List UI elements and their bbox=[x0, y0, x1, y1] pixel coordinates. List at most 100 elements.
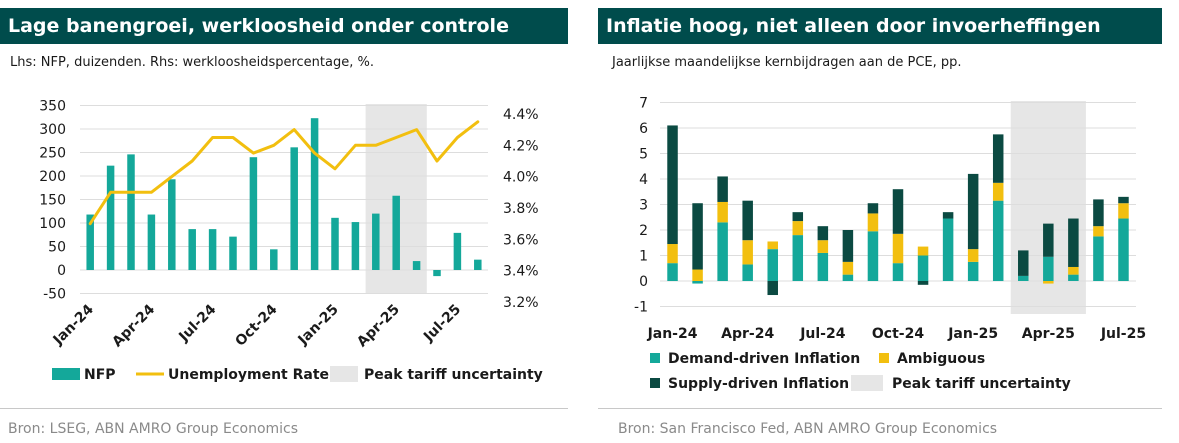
nfp-bar-sep-24 bbox=[249, 157, 258, 270]
nfp-bar-mar-24 bbox=[127, 154, 135, 270]
demand-driven-inflation-segment-aug-24 bbox=[842, 274, 854, 281]
demand-driven-inflation-segment-feb-24 bbox=[692, 281, 703, 284]
x-tick-label: Jan-25 bbox=[295, 302, 342, 349]
supply-driven-inflation-segment-oct-24 bbox=[892, 189, 904, 234]
y-tick-label: 5 bbox=[639, 147, 648, 163]
supply-driven-inflation-segment-mar-24 bbox=[717, 176, 728, 202]
y-tick-label: 2 bbox=[639, 223, 648, 239]
x-tick-label: Oct-24 bbox=[232, 301, 280, 349]
demand-driven-inflation-segment-jan-24 bbox=[667, 263, 678, 281]
demand-driven-inflation-segment-apr-24 bbox=[742, 264, 753, 281]
y-tick-label: 1 bbox=[639, 249, 648, 265]
y-tick-label: 0 bbox=[639, 274, 648, 290]
legend-label-peak-tariff: Peak tariff uncertainty bbox=[892, 376, 1071, 392]
x-tick-label: Jan-24 bbox=[647, 326, 698, 342]
demand-driven-inflation-segment-jul-24 bbox=[817, 252, 829, 281]
x-tick-label: Jan-24 bbox=[50, 301, 97, 348]
demand-driven-inflation-segment-jan-25 bbox=[967, 261, 979, 281]
supply-driven-inflation-segment-feb-25 bbox=[992, 134, 1004, 183]
supply-driven-inflation-segment-jun-24 bbox=[792, 212, 804, 222]
legend-label-unemployment-rate: Unemployment Rate bbox=[168, 367, 329, 383]
ambiguous-segment-jun-25 bbox=[1093, 226, 1104, 237]
legend-label-supply: Supply-driven Inflation bbox=[668, 376, 849, 392]
nfp-bar-feb-24 bbox=[106, 165, 115, 270]
supply-driven-inflation-segment-may-25 bbox=[1068, 218, 1079, 267]
nfp-bar-aug-25 bbox=[474, 259, 482, 270]
ambiguous-segment-aug-24 bbox=[842, 261, 854, 275]
legend-swatch-ambiguous bbox=[879, 353, 889, 363]
nfp-bar-jan-24 bbox=[86, 214, 94, 270]
left-source-note: Bron: LSEG, ABN AMRO Group Economics bbox=[8, 421, 299, 437]
supply-driven-inflation-segment-jan-24 bbox=[667, 125, 678, 245]
demand-driven-inflation-segment-may-24 bbox=[767, 249, 778, 281]
y-tick-label-left: 250 bbox=[39, 146, 66, 162]
y-tick-label-left: -50 bbox=[43, 287, 66, 303]
ambiguous-segment-apr-24 bbox=[742, 240, 753, 265]
y-tick-label-left: 50 bbox=[48, 240, 66, 256]
right-source-divider bbox=[598, 408, 1162, 409]
demand-driven-inflation-segment-nov-24 bbox=[917, 255, 929, 281]
demand-driven-inflation-segment-mar-25 bbox=[1018, 275, 1029, 281]
right-chart-plot: 7 6 5 4 3 2 1 0 -1 Jan-24 Apr-24 Jul-24 Oct-24 Jan-25… bbox=[634, 96, 1146, 393]
supply-driven-inflation-segment-jan-25 bbox=[967, 173, 979, 250]
right-chart-panel: Inflatie hoog, niet alleen door invoerhe… bbox=[598, 8, 1162, 437]
x-tick-label: Apr-24 bbox=[721, 326, 774, 342]
right-chart-title: Inflatie hoog, niet alleen door invoerhe… bbox=[598, 8, 1162, 44]
ambiguous-segment-feb-25 bbox=[992, 182, 1004, 201]
supply-driven-inflation-segment-dec-24 bbox=[942, 212, 954, 219]
ambiguous-segment-mar-24 bbox=[717, 201, 728, 223]
left-chart-panel: Lage banengroei, werkloosheid onder cont… bbox=[0, 8, 568, 437]
demand-driven-inflation-segment-oct-24 bbox=[892, 263, 904, 281]
left-chart-subtitle: Lhs: NFP, duizenden. Rhs: werkloosheidsp… bbox=[10, 55, 374, 70]
nfp-bar-jun-25 bbox=[433, 270, 441, 277]
y-tick-label-left: 0 bbox=[57, 263, 66, 279]
supply-driven-inflation-segment-sep-24 bbox=[867, 203, 879, 214]
nfp-bar-apr-25 bbox=[392, 195, 400, 270]
supply-driven-inflation-segment-mar-25 bbox=[1018, 250, 1029, 276]
legend-swatch-nfp bbox=[52, 368, 80, 380]
legend-swatch-peak-tariff bbox=[330, 366, 358, 382]
ambiguous-segment-nov-24 bbox=[917, 246, 929, 256]
nfp-bar-feb-25 bbox=[351, 222, 360, 270]
y-tick-label-right: 3.8% bbox=[503, 201, 539, 217]
demand-driven-inflation-segment-jul-25 bbox=[1118, 218, 1129, 281]
y-tick-label: 6 bbox=[639, 121, 648, 137]
ambiguous-segment-apr-25 bbox=[1043, 281, 1054, 284]
nfp-bar-may-25 bbox=[412, 261, 421, 270]
x-tick-label: Jan-25 bbox=[947, 326, 998, 342]
nfp-bar-mar-25 bbox=[372, 213, 380, 270]
left-source-divider bbox=[0, 408, 568, 409]
y-tick-label-left: 350 bbox=[39, 99, 66, 115]
nfp-bar-jul-25 bbox=[453, 232, 462, 270]
supply-driven-inflation-segment-apr-25 bbox=[1043, 223, 1054, 257]
nfp-bar-may-24 bbox=[168, 179, 176, 270]
ambiguous-segment-may-25 bbox=[1068, 266, 1079, 275]
ambiguous-segment-jul-25 bbox=[1118, 203, 1129, 219]
unemployment-rate-line bbox=[88, 120, 480, 226]
supply-driven-inflation-segment-feb-24 bbox=[692, 203, 703, 270]
ambiguous-segment-oct-24 bbox=[892, 233, 904, 264]
x-tick-label: Jul-25 bbox=[420, 302, 464, 346]
demand-driven-inflation-segment-apr-25 bbox=[1043, 256, 1054, 281]
nfp-bar-aug-24 bbox=[229, 236, 237, 270]
x-tick-label: Jul-24 bbox=[175, 301, 219, 345]
demand-driven-inflation-segment-jun-25 bbox=[1093, 236, 1104, 281]
nfp-bar-jul-24 bbox=[208, 229, 217, 270]
demand-driven-inflation-segment-mar-24 bbox=[717, 222, 728, 281]
nfp-bar-oct-24 bbox=[270, 249, 278, 270]
supply-driven-inflation-segment-apr-24 bbox=[742, 200, 753, 241]
demand-driven-inflation-segment-sep-24 bbox=[867, 231, 879, 281]
supply-driven-inflation-segment-nov-24 bbox=[917, 281, 929, 285]
nfp-bar-dec-24 bbox=[310, 118, 319, 270]
legend-swatch-supply bbox=[650, 378, 660, 388]
demand-driven-inflation-segment-dec-24 bbox=[942, 218, 954, 281]
nfp-bar-jun-24 bbox=[188, 229, 196, 270]
supply-driven-inflation-segment-may-24 bbox=[767, 281, 778, 296]
x-tick-label: Apr-24 bbox=[109, 301, 158, 350]
nfp-bar-apr-24 bbox=[147, 214, 156, 270]
x-tick-label: Apr-25 bbox=[354, 302, 403, 351]
y-tick-label-right: 3.2% bbox=[503, 295, 539, 311]
y-tick-label-left: 150 bbox=[39, 193, 66, 209]
legend-label-demand: Demand-driven Inflation bbox=[668, 351, 860, 367]
supply-driven-inflation-segment-jul-25 bbox=[1118, 196, 1129, 204]
